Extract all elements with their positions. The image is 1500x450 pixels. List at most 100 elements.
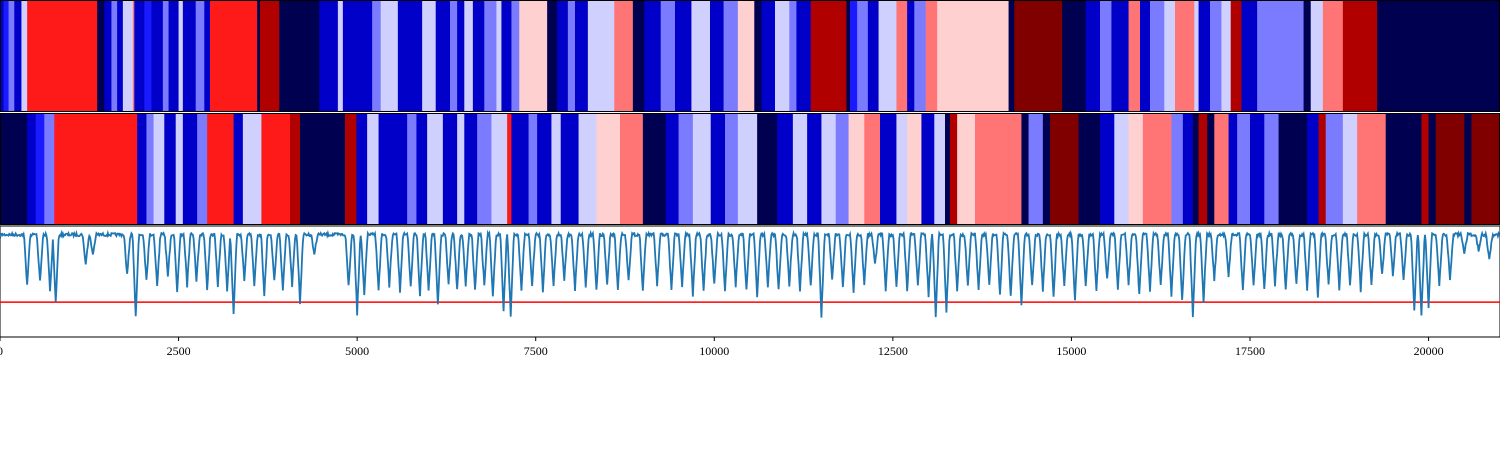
x-tick-label: 7500 <box>524 344 548 358</box>
heatmap-cell <box>567 0 576 112</box>
heatmap-cell <box>1214 113 1229 225</box>
heatmap-cell <box>511 113 529 225</box>
heatmap-cell <box>144 0 152 112</box>
heatmap-cell <box>137 113 147 225</box>
heatmap-cell <box>210 0 258 112</box>
heatmap-cell <box>1114 113 1129 225</box>
heatmap-cell <box>848 113 865 225</box>
heatmap-cell <box>867 0 879 112</box>
heatmap-cell <box>775 0 790 112</box>
x-tick-label: 17500 <box>1235 344 1265 358</box>
heatmap-cell <box>1318 113 1327 225</box>
heatmap-cell <box>675 0 692 112</box>
heatmap-cell <box>575 0 589 112</box>
heatmap-cell <box>132 0 135 112</box>
heatmap-cell <box>319 0 339 112</box>
heatmap-cell <box>257 0 261 112</box>
heatmap-cell <box>1014 0 1063 112</box>
heatmap-cell <box>896 0 908 112</box>
heatmap-cell <box>1128 0 1141 112</box>
heatmap-cell <box>925 0 938 112</box>
series-line <box>0 229 1500 318</box>
heatmap-cell <box>878 0 897 112</box>
heatmap-cell <box>864 113 881 225</box>
heatmap-cell <box>1237 113 1251 225</box>
heatmap-cell <box>921 113 935 225</box>
heatmap-cell <box>27 0 98 112</box>
heatmap-cell <box>1307 113 1319 225</box>
x-tick-label: 15000 <box>1056 344 1086 358</box>
heatmap-cell <box>1042 113 1051 225</box>
heatmap-cell <box>279 0 320 112</box>
heatmap-cell <box>511 0 520 112</box>
heatmap-cell <box>537 113 552 225</box>
heatmap-cell <box>789 0 797 112</box>
heatmap-cell <box>934 113 946 225</box>
heatmap-cell <box>337 0 344 112</box>
heatmap-cell <box>596 113 621 225</box>
heatmap-cell <box>501 0 512 112</box>
heatmap-cell <box>1435 113 1465 225</box>
heatmap-cell <box>835 113 849 225</box>
heatmap-cell <box>117 0 124 112</box>
heatmap-cell <box>796 0 812 112</box>
heatmap-cell <box>464 0 474 112</box>
heatmap-cell <box>850 0 858 112</box>
heatmap-cell <box>457 113 465 225</box>
heatmap-cell <box>507 113 512 225</box>
heatmap-cell <box>204 0 211 112</box>
heatmap-cell <box>207 113 234 225</box>
heatmap-cell <box>464 113 478 225</box>
heatmap-cell <box>1377 0 1500 112</box>
heatmap-cell <box>896 113 908 225</box>
heatmap-cell <box>907 0 915 112</box>
heatmap-cell <box>665 113 679 225</box>
heatmap-cell <box>754 0 762 112</box>
heatmap-cell <box>1221 0 1232 112</box>
heatmap-cell <box>104 0 112 112</box>
heatmap-cell <box>1241 0 1258 112</box>
heatmap-cell <box>1322 0 1344 112</box>
heatmap-cell <box>807 113 822 225</box>
heatmap-cell <box>182 0 197 112</box>
heatmap-cell <box>1128 113 1144 225</box>
heatmap-cell <box>1230 0 1242 112</box>
heatmap-cell <box>528 113 538 225</box>
heatmap-cell <box>1142 113 1172 225</box>
heatmap-cell <box>477 113 492 225</box>
heatmap-cell <box>846 0 851 112</box>
heatmap-cell <box>1228 113 1238 225</box>
heatmap-cell <box>945 113 951 225</box>
heatmap-cell <box>761 0 776 112</box>
heatmap-cell <box>1303 0 1312 112</box>
heatmap-cell <box>660 0 676 112</box>
heatmap-cell <box>178 0 184 112</box>
heatmap-cell <box>175 113 184 225</box>
heatmap-cell <box>725 113 739 225</box>
heatmap-cell <box>345 113 357 225</box>
heatmap-cell <box>422 0 437 112</box>
heatmap-cell <box>1008 0 1015 112</box>
heatmap-cell <box>1111 0 1129 112</box>
heatmap-cell <box>111 0 118 112</box>
heatmap-cell <box>1350 0 1378 112</box>
heatmap-cell <box>0 113 28 225</box>
heatmap-cell <box>1050 113 1079 225</box>
heatmap-cell <box>937 0 1009 112</box>
x-tick-label: 5000 <box>345 344 369 358</box>
x-tick-label: 20000 <box>1414 344 1444 358</box>
heatmap-cell <box>821 113 837 225</box>
heatmap-cell <box>614 0 634 112</box>
heatmap-cell <box>642 113 667 225</box>
heatmap-cell <box>777 113 794 225</box>
heatmap-cell <box>1207 113 1215 225</box>
heatmap-cell <box>153 113 165 225</box>
heatmap-cell <box>146 113 154 225</box>
heatmap-cell <box>950 113 958 225</box>
heatmap-cell <box>907 113 922 225</box>
heatmap-cell <box>587 0 615 112</box>
heatmap-cell <box>691 0 711 112</box>
heatmap-cell <box>14 0 22 112</box>
heatmap-cell <box>27 113 37 225</box>
heatmap-cell <box>457 0 465 112</box>
